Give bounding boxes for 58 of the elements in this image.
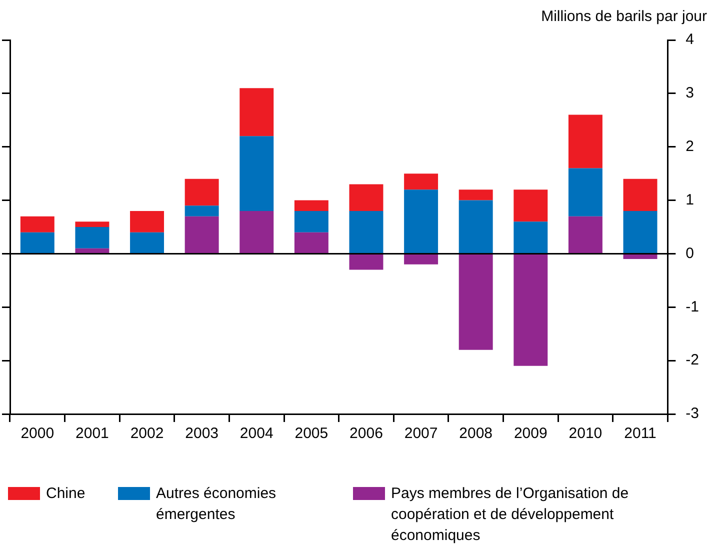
legend-label: Pays membres de l’Organisation de coopération et de développement économiques [391, 484, 630, 546]
bar [404, 254, 438, 264]
x-tick-label: 2011 [624, 425, 656, 442]
x-tick-label: 2002 [130, 425, 164, 442]
bar [20, 216, 54, 232]
bar [294, 210, 328, 232]
y-tick-label: 2 [686, 138, 694, 155]
bar [514, 190, 548, 222]
bar [75, 227, 110, 248]
x-tick-label: 2008 [459, 425, 493, 442]
bar [294, 200, 328, 211]
bar [20, 232, 54, 253]
bar [184, 178, 219, 206]
bar [240, 210, 274, 253]
x-tick-label: 2001 [76, 425, 109, 442]
x-tick-label: 2006 [350, 425, 383, 442]
bar [75, 222, 110, 227]
bar [294, 232, 328, 253]
bar [349, 254, 384, 270]
bar [75, 248, 110, 253]
x-tick-label: 2004 [240, 425, 274, 442]
bar [184, 216, 219, 253]
bar [568, 114, 602, 168]
bar [458, 200, 493, 253]
bar [623, 210, 658, 253]
y-tick-label: 1 [686, 191, 694, 208]
bar [184, 206, 219, 216]
x-tick-label: 2009 [514, 425, 548, 442]
x-tick-label: 2005 [294, 425, 328, 442]
y-tick-label: -3 [686, 405, 700, 422]
y-tick-label: -2 [686, 352, 700, 369]
bar [458, 190, 493, 200]
x-tick-label: 2003 [185, 425, 219, 442]
bar [404, 174, 438, 190]
y-axis-title: Millions de barils par jour [541, 8, 707, 25]
bar [349, 210, 384, 253]
legend-label: Autres économies émergentes [156, 484, 278, 525]
x-tick-label: 2007 [404, 425, 438, 442]
bar [130, 232, 164, 253]
y-tick-label: 3 [686, 84, 694, 102]
bar [240, 136, 274, 211]
x-tick-label: 2010 [568, 425, 602, 442]
bar [240, 88, 274, 136]
bar [623, 178, 658, 211]
bar [568, 168, 602, 216]
bar [514, 254, 548, 366]
bar [514, 222, 548, 253]
legend-label: Chine [46, 484, 86, 504]
bar [623, 254, 658, 260]
bar [568, 216, 602, 253]
x-tick-label: 2000 [20, 425, 54, 442]
bar [404, 190, 438, 253]
y-tick-label: 0 [686, 244, 694, 262]
y-tick-label: 4 [686, 31, 694, 48]
y-tick-label: -1 [686, 298, 700, 316]
bar [458, 254, 493, 350]
bar [349, 184, 384, 211]
bar [130, 210, 164, 232]
